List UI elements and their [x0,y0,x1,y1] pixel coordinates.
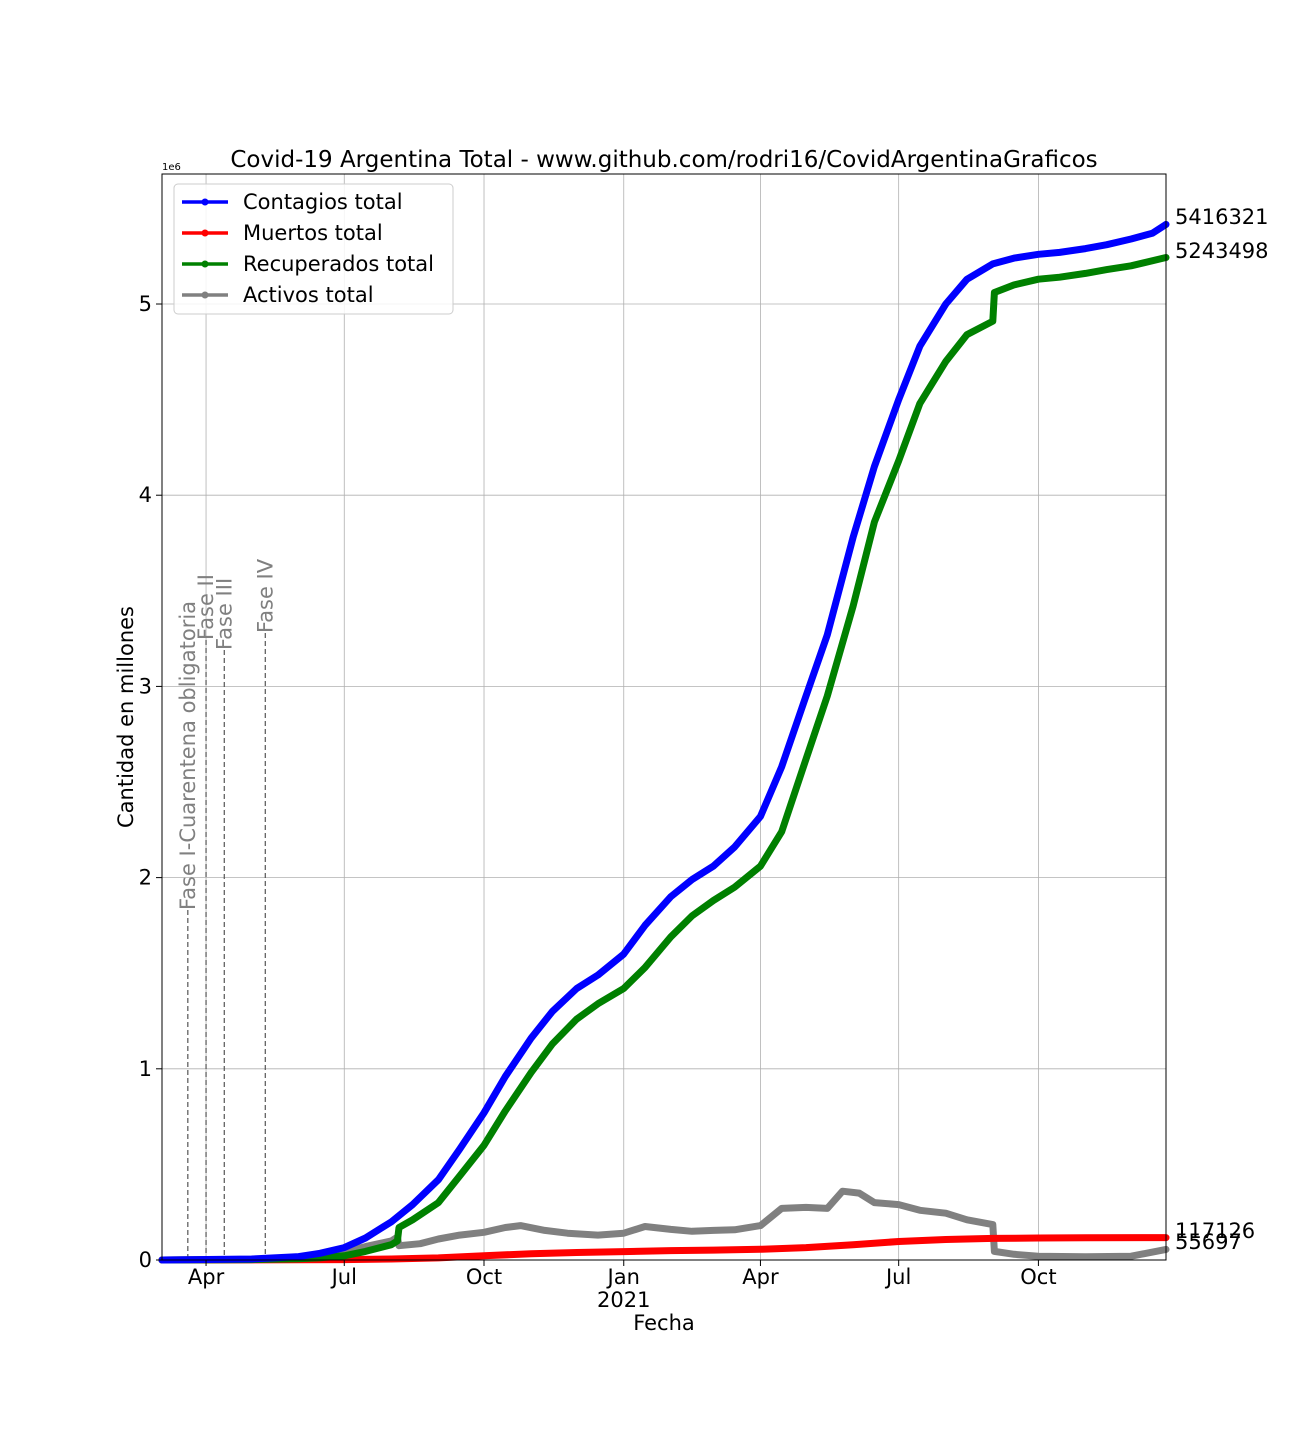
plot-frame [161,173,1167,1261]
chart-title: Covid-19 Argentina Total - www.github.co… [230,147,1097,173]
x-tick-label: Oct [1020,1265,1056,1289]
x-tick-label: Jan [606,1265,640,1289]
legend-entry: Muertos total [243,221,383,245]
series-end-label: 117126 [1175,1219,1255,1243]
series-line [158,1234,1170,1264]
x-axis-label: Fecha [633,1311,695,1335]
phase-label: Fase I-Cuarentena obligatoria [176,601,200,910]
x-tick-label: Apr [742,1265,779,1289]
x-tick-label: Apr [188,1265,225,1289]
y-axis-label: Cantidad en millones [114,606,138,828]
series-end-label: 55697 [1175,1230,1242,1254]
x-tick-label: Jul [884,1265,911,1289]
legend-marker [201,198,209,206]
grid [162,174,1166,1260]
y-tick-label: 2 [139,866,152,890]
series-end-label: 5416321 [1175,205,1269,229]
phase-label: Fase III [212,578,236,650]
phase-label: Fase II [194,574,218,640]
legend-marker [201,291,209,299]
legend-entry: Recuperados total [243,252,434,276]
y-tick-label: 4 [139,483,152,507]
legend: Contagios total Muertos total Recuperados … [173,183,454,315]
x-tick-label: Oct [466,1265,502,1289]
series-line [158,220,1170,1264]
series-lines [158,220,1170,1264]
y-tick-label: 0 [139,1248,152,1272]
y-tick-label: 5 [139,292,152,316]
legend-marker [201,229,209,237]
legend-box [173,183,454,315]
y-scale-label: 1e6 [162,162,181,173]
x-tick-label: Jul [330,1265,357,1289]
series-line [158,254,1170,1264]
legend-marker [201,260,209,268]
legend-entry: Contagios total [243,190,403,214]
y-tick-label: 3 [139,674,152,698]
phase-label: Fase IV [253,558,277,633]
x-year-label: 2021 [597,1288,650,1312]
legend-entry: Activos total [243,283,374,307]
y-tick-label: 1 [139,1057,152,1081]
series-end-label: 5243498 [1175,239,1269,263]
